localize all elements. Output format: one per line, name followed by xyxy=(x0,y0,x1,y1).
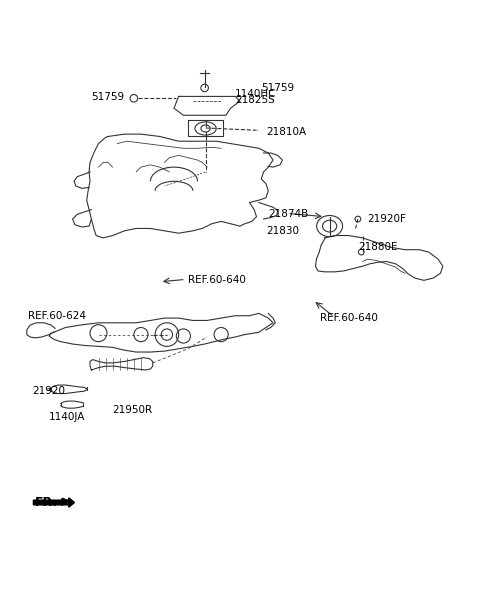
Text: 21830: 21830 xyxy=(266,226,299,236)
Text: 21810A: 21810A xyxy=(266,127,306,137)
Text: 21874B: 21874B xyxy=(268,209,309,219)
Text: 21920: 21920 xyxy=(33,386,65,396)
Text: REF.60-624: REF.60-624 xyxy=(28,311,86,321)
Text: 21880E: 21880E xyxy=(358,242,397,252)
Text: 1140HC: 1140HC xyxy=(235,89,277,99)
Text: 21920F: 21920F xyxy=(367,214,406,224)
Text: 21950R: 21950R xyxy=(113,405,153,415)
Text: REF.60-640: REF.60-640 xyxy=(188,275,246,285)
FancyArrow shape xyxy=(34,498,74,507)
Text: 51759: 51759 xyxy=(91,92,124,102)
Text: 1140JA: 1140JA xyxy=(49,412,85,422)
Text: FR.: FR. xyxy=(35,495,58,508)
Text: 51759: 51759 xyxy=(261,83,294,93)
Text: 21825S: 21825S xyxy=(235,95,275,105)
Text: REF.60-640: REF.60-640 xyxy=(320,313,378,323)
